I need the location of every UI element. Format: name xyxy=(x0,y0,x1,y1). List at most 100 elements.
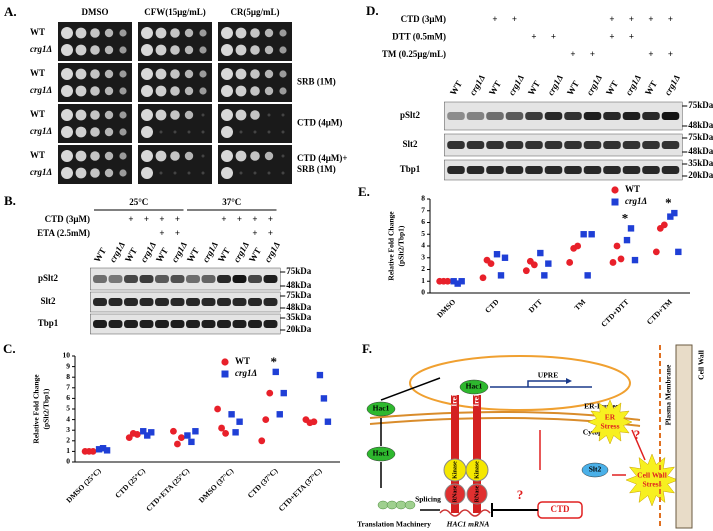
column-header: CFW(15μg/mL) xyxy=(144,7,206,17)
band xyxy=(263,275,278,283)
data-point xyxy=(258,437,266,445)
y-tick-label: 1 xyxy=(66,446,70,455)
size-marker: 48kDa xyxy=(286,280,312,290)
inhibit xyxy=(491,503,538,517)
data-point xyxy=(574,242,582,250)
colony-spot xyxy=(173,130,177,134)
band xyxy=(466,112,485,120)
colony-spot xyxy=(141,68,153,80)
colony-spot xyxy=(235,85,247,97)
y-tick-label: 2 xyxy=(66,436,70,445)
colony-spot xyxy=(235,109,247,121)
band xyxy=(170,275,185,283)
data-point xyxy=(178,434,185,442)
data-point xyxy=(627,225,635,232)
hac1-label: Hac1 xyxy=(373,404,390,413)
cell-wall-stress-label: Stress xyxy=(642,480,661,489)
y-tick-label: 5 xyxy=(421,229,425,238)
data-point xyxy=(144,432,151,439)
colony-spot xyxy=(267,171,271,175)
condition-label: CTD (4μM) xyxy=(297,118,342,128)
data-point xyxy=(103,447,111,454)
band xyxy=(486,141,504,149)
band xyxy=(544,166,563,174)
treatment-sign: + xyxy=(629,14,634,24)
blot-label: Slt2 xyxy=(402,139,418,149)
data-point xyxy=(280,389,287,397)
legend-marker xyxy=(611,198,619,206)
colony-spot xyxy=(267,130,271,134)
colony-spot xyxy=(250,45,260,55)
colony-spot xyxy=(75,44,87,56)
band xyxy=(232,275,247,283)
treatment-sign: + xyxy=(252,228,257,238)
colony-spot xyxy=(155,85,167,97)
band xyxy=(186,275,200,283)
size-marker: 20kDa xyxy=(286,324,312,334)
band xyxy=(201,320,216,328)
colony-spot xyxy=(250,28,260,38)
colony-spot xyxy=(75,27,87,39)
legend-label: crg1Δ xyxy=(625,196,647,206)
colony-spot xyxy=(199,29,207,37)
treatment-label: CTD (3μM) xyxy=(45,214,90,224)
colony-spot xyxy=(75,126,87,138)
colony-spot xyxy=(104,127,114,137)
band xyxy=(139,275,154,283)
y-tick-label: 7 xyxy=(66,383,70,392)
colony-spot xyxy=(267,113,271,117)
data-point xyxy=(140,428,147,435)
colony-spot xyxy=(155,27,167,39)
colony-spot xyxy=(141,109,153,121)
data-point xyxy=(266,389,274,397)
arrow xyxy=(380,377,441,446)
colony-spot xyxy=(104,151,114,161)
data-point xyxy=(487,260,495,268)
colony-spot xyxy=(170,28,180,38)
colony-spot xyxy=(221,167,233,179)
treatment-sign: + xyxy=(159,228,164,238)
colony-spot xyxy=(141,126,153,138)
colony-spot xyxy=(159,171,163,175)
data-point xyxy=(99,445,107,452)
annotation: * xyxy=(271,354,278,369)
colony-spot xyxy=(253,130,257,134)
squiggle xyxy=(439,509,491,517)
colony-spot xyxy=(199,87,207,95)
colony-spot xyxy=(90,28,100,38)
band xyxy=(564,141,582,149)
upre-label: UPRE xyxy=(538,371,558,380)
blot xyxy=(90,267,281,291)
colony-spot xyxy=(264,45,274,55)
lane-label: WT xyxy=(154,246,170,264)
y-tick-label: 6 xyxy=(421,217,425,226)
colony-spot xyxy=(264,151,274,161)
band xyxy=(505,112,524,120)
colony-spot xyxy=(90,69,100,79)
y-axis-label: Relative Fold Change xyxy=(387,211,396,281)
x-tick-label: CTD+TM xyxy=(645,297,674,326)
band xyxy=(622,166,641,174)
blot-label: Tbp1 xyxy=(400,164,421,174)
data-point xyxy=(218,424,225,432)
band xyxy=(622,141,641,149)
colony-spot xyxy=(281,113,285,117)
colony-spot xyxy=(75,167,87,179)
band xyxy=(564,112,582,120)
colony-spot xyxy=(201,171,205,175)
band xyxy=(622,112,641,120)
treatment-sign: + xyxy=(159,214,164,224)
colony-spot xyxy=(281,154,285,158)
colony-spot xyxy=(279,29,287,37)
y-tick-label: 3 xyxy=(421,252,425,261)
lane-label: WT xyxy=(92,246,108,264)
blot xyxy=(90,291,281,313)
strain-label: crg1Δ xyxy=(30,167,52,177)
y-tick-label: 6 xyxy=(66,393,70,402)
y-axis-label: (pSlt2/Tbp1) xyxy=(397,225,406,266)
data-point xyxy=(671,209,678,217)
hac1-label: Hac1 xyxy=(373,449,390,458)
band xyxy=(583,112,602,120)
arrow xyxy=(631,429,646,461)
data-point xyxy=(188,438,195,446)
